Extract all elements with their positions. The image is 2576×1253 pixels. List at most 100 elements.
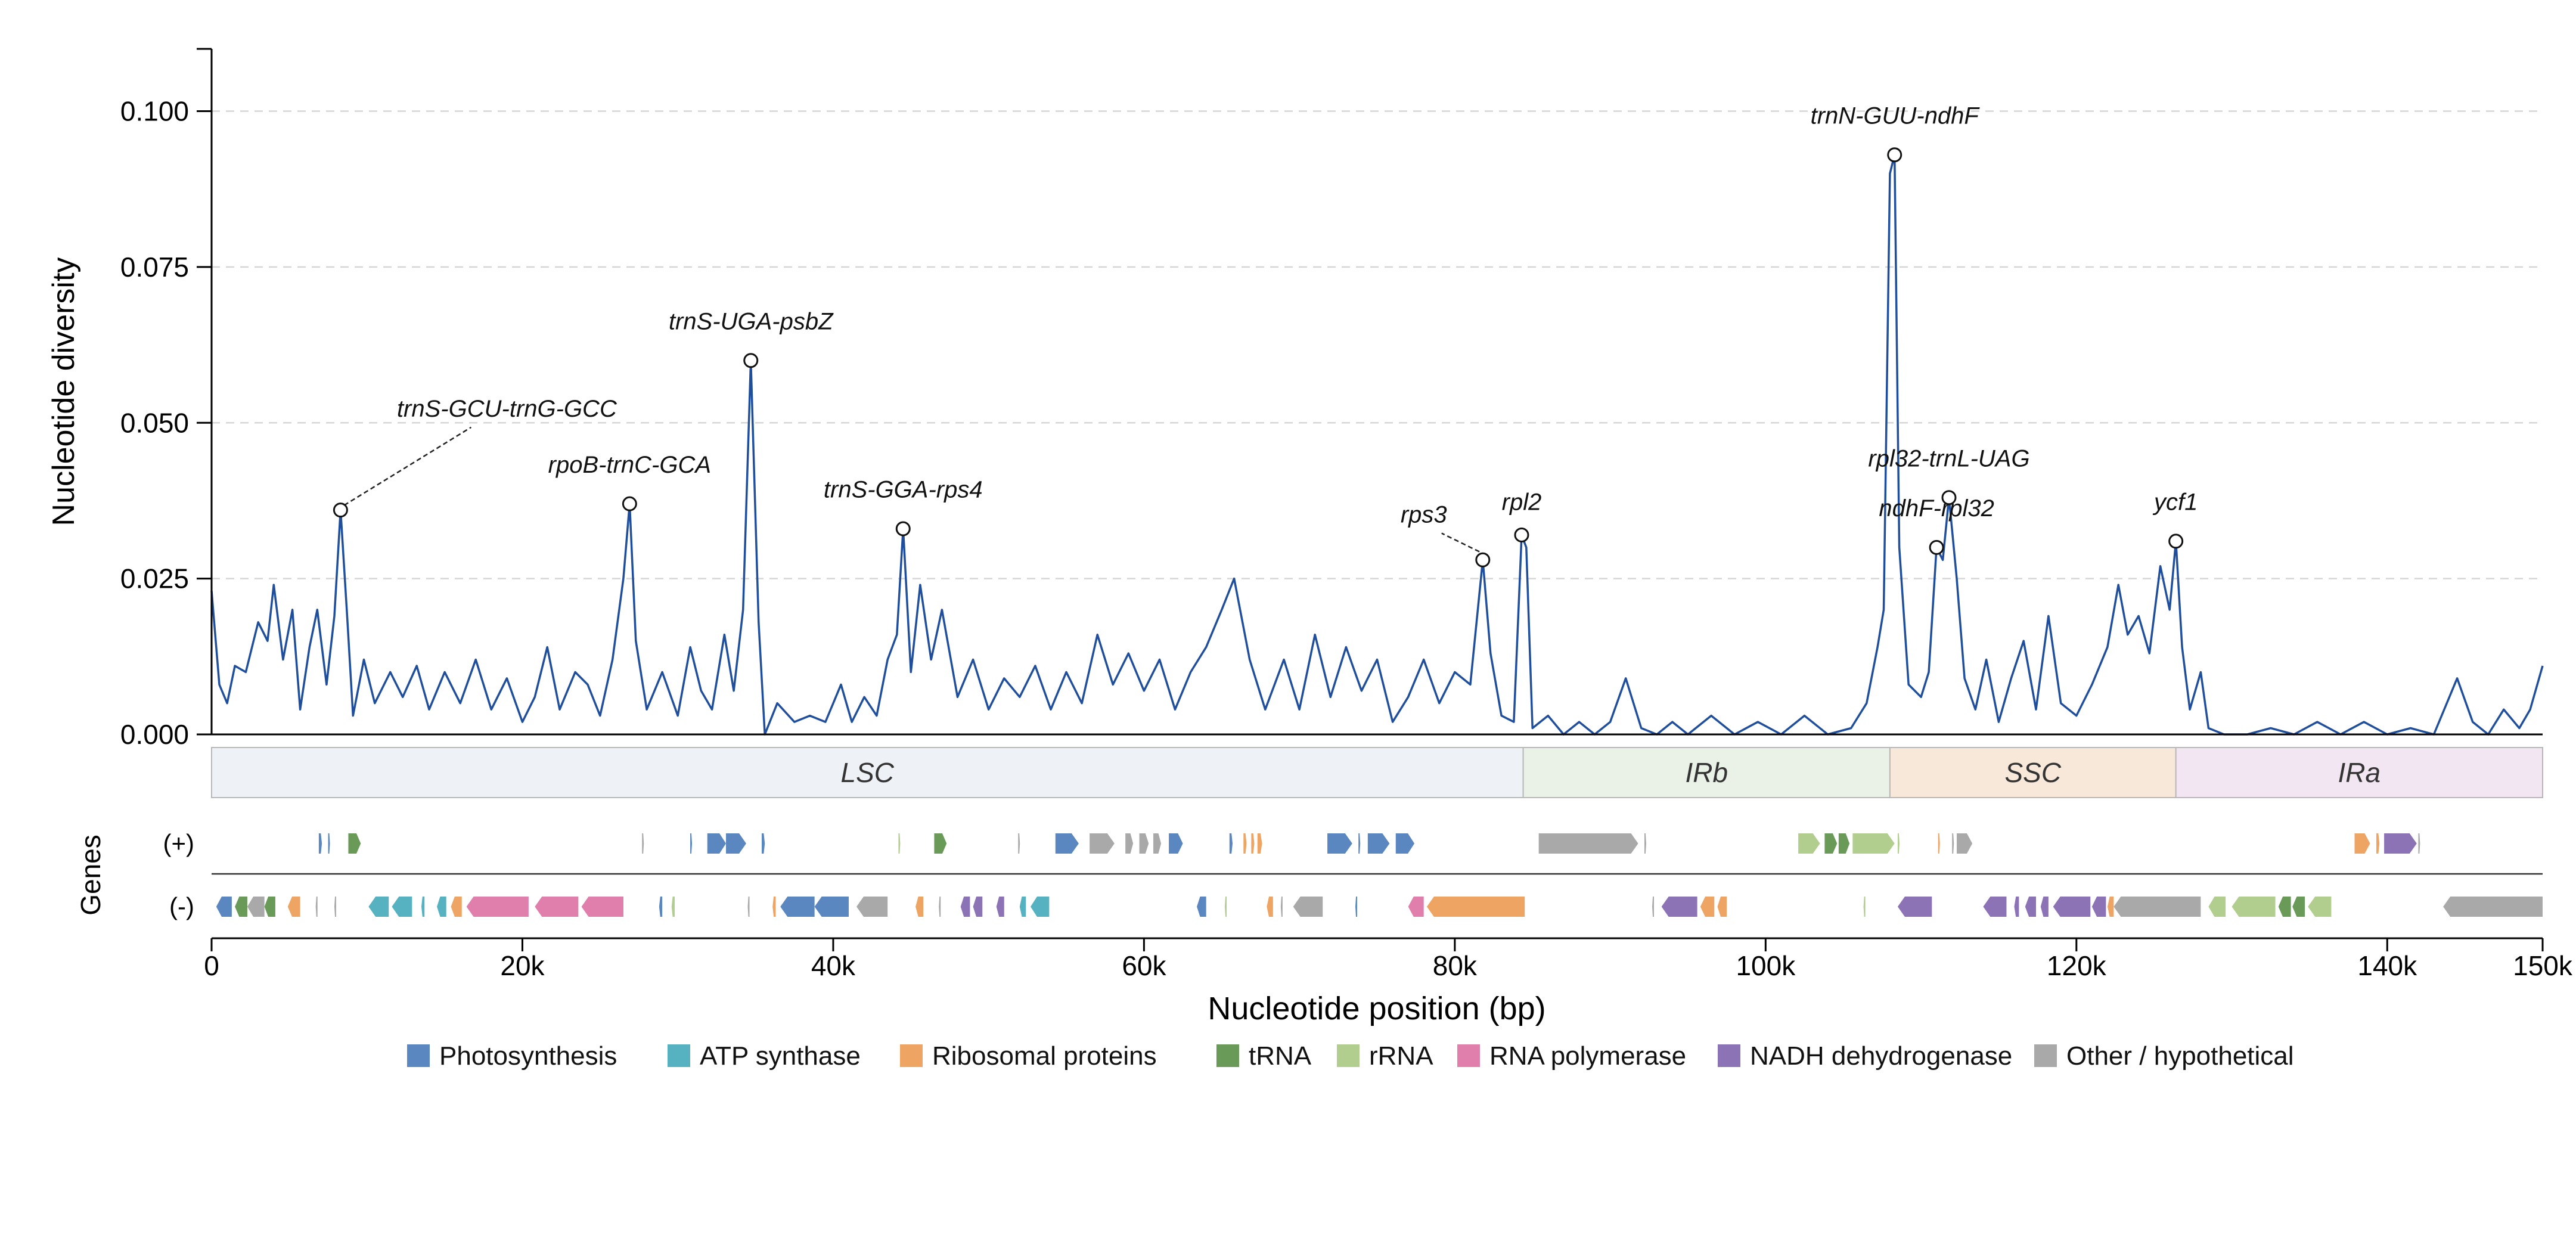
gene-minus-strand <box>2025 897 2037 917</box>
gene-plus-strand <box>690 833 693 854</box>
gene-minus-strand <box>368 897 389 917</box>
region-label: IRb <box>1685 757 1728 788</box>
gene-plus-strand <box>1852 833 1895 854</box>
legend-swatch <box>1457 1044 1480 1067</box>
gene-minus-strand <box>1280 897 1283 917</box>
gene-plus-strand <box>1090 833 1115 854</box>
x-tick-label: 20k <box>500 950 545 981</box>
peak-marker <box>333 503 348 518</box>
peak-marker <box>1929 539 1944 555</box>
gene-plus-strand <box>1838 833 1850 854</box>
gene-minus-strand <box>1983 897 2007 917</box>
strand-minus-label: (-) <box>169 892 194 920</box>
legend-swatch <box>407 1044 430 1067</box>
y-tick-label: 0.050 <box>120 407 189 438</box>
gene-plus-strand <box>1952 833 1954 854</box>
gene-minus-strand <box>421 897 425 917</box>
legend-swatch <box>668 1044 690 1067</box>
gene-plus-strand <box>1938 833 1940 854</box>
gene-plus-strand <box>2354 833 2370 854</box>
peak-label: rps3 <box>1401 502 1447 528</box>
gene-minus-strand <box>747 897 750 917</box>
y-tick-label: 0.075 <box>120 252 189 283</box>
gene-minus-strand <box>2107 897 2114 917</box>
gene-minus-strand <box>2091 897 2106 917</box>
gene-plus-strand <box>318 833 322 854</box>
legend-swatch <box>900 1044 923 1067</box>
gene-minus-strand <box>1267 897 1273 917</box>
gene-minus-strand <box>2053 897 2091 917</box>
gene-minus-strand <box>247 897 265 917</box>
legend-swatch <box>2034 1044 2057 1067</box>
gene-plus-strand <box>1018 833 1020 854</box>
grid-layer <box>212 110 2543 579</box>
gene-minus-strand <box>315 897 318 917</box>
legend-label: NADH dehydrogenase <box>1750 1041 2012 1071</box>
gene-minus-strand <box>659 897 663 917</box>
gene-minus-strand <box>235 897 247 917</box>
gene-tracks <box>212 833 2543 939</box>
gene-plus-strand <box>1644 833 1646 854</box>
gene-minus-strand <box>939 897 941 917</box>
peak-label: ycf1 <box>2152 489 2198 516</box>
peak-label: trnS-GCU-trnG-GCC <box>397 396 617 422</box>
gene-minus-strand <box>1197 897 1206 917</box>
gene-minus-strand <box>334 897 336 917</box>
gene-minus-strand <box>1355 897 1357 917</box>
diversity-line <box>210 153 2544 736</box>
gene-minus-strand <box>1717 897 1727 917</box>
region-label: SSC <box>2004 757 2061 788</box>
peak-marker <box>743 353 759 368</box>
gene-plus-strand <box>1358 833 1361 854</box>
legend-label: ATP synthase <box>700 1041 861 1071</box>
gene-plus-strand <box>707 833 727 854</box>
gene-minus-strand <box>2113 897 2201 917</box>
gene-minus-strand <box>814 897 849 917</box>
gene-minus-strand <box>960 897 970 917</box>
y-tick-label: 0.025 <box>120 563 189 594</box>
gene-plus-strand <box>328 833 330 854</box>
x-tick-label: 40k <box>811 950 856 981</box>
peak-label: ndhF-rpl32 <box>1879 495 1994 522</box>
gene-minus-strand <box>287 897 300 917</box>
gene-minus-strand <box>2308 897 2332 917</box>
gene-minus-strand <box>996 897 1004 917</box>
peak-marker <box>1887 147 1902 163</box>
gene-minus-strand <box>1661 897 1697 917</box>
legend-swatch <box>1718 1044 1740 1067</box>
region-band <box>2175 747 2544 798</box>
gene-minus-strand <box>780 897 815 917</box>
gene-minus-strand <box>1293 897 1323 917</box>
x-tick-label: 150k <box>2513 950 2573 981</box>
gene-plus-strand <box>2418 833 2420 854</box>
gene-minus-strand <box>2208 897 2226 917</box>
x-tick-label: 140k <box>2357 950 2417 981</box>
peak-marker <box>622 496 637 511</box>
peak-label: rpoB-trnC-GCA <box>548 452 711 478</box>
gene-plus-strand <box>1798 833 1820 854</box>
gene-minus-strand <box>535 897 579 917</box>
gene-minus-strand <box>2292 897 2305 917</box>
y-axis-label: Nucleotide diversity <box>46 258 81 526</box>
x-axis-label: Nucleotide position (bp) <box>1208 991 1545 1026</box>
gene-minus-strand <box>392 897 412 917</box>
gene-minus-strand <box>1652 897 1654 917</box>
gene-minus-strand <box>2278 897 2291 917</box>
gene-minus-strand <box>581 897 623 917</box>
gene-plus-strand <box>1327 833 1352 854</box>
gene-plus-strand <box>934 833 947 854</box>
gene-minus-strand <box>973 897 983 917</box>
gene-minus-strand <box>216 897 232 917</box>
gene-minus-strand <box>1019 897 1026 917</box>
region-label: IRa <box>2338 757 2381 788</box>
legend-label: Other / hypothetical <box>2066 1041 2294 1071</box>
gene-plus-strand <box>1897 833 1900 854</box>
peak-marker <box>2168 534 2184 549</box>
gene-plus-strand <box>2376 833 2380 854</box>
legend-swatch <box>1216 1044 1239 1067</box>
gene-plus-strand <box>1957 833 1973 854</box>
peak-leader-line <box>343 426 472 506</box>
gene-minus-strand <box>1426 897 1525 917</box>
gene-plus-strand <box>1125 833 1134 854</box>
gene-plus-strand <box>1153 833 1162 854</box>
